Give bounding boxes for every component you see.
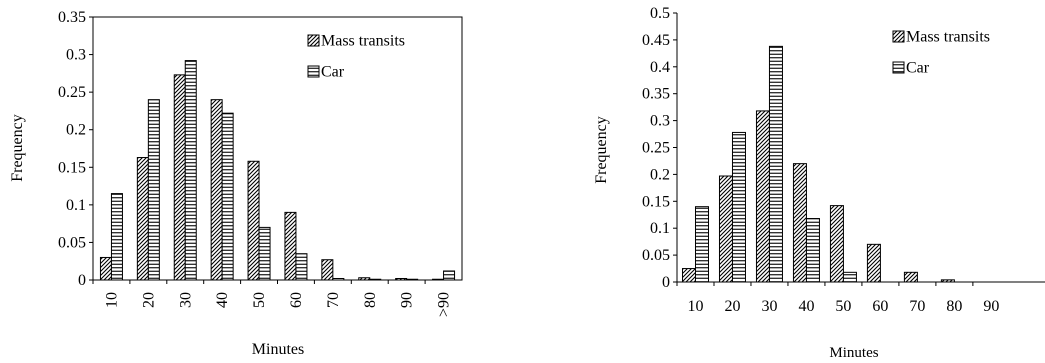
- chart-2-bar-car: [694, 206, 709, 283]
- chart-2-bar-mass-transits: [718, 175, 733, 283]
- chart-2-bar-mass-transits: [940, 279, 955, 283]
- chart-1-y-axis-label: Frequency: [9, 114, 26, 182]
- chart-2-x-tick-label: 10: [687, 298, 703, 315]
- chart-2-legend-label-mass-transits: Mass transits: [906, 29, 990, 46]
- chart-2-x-tick-label: 70: [909, 298, 925, 315]
- chart-2-x-axis-label: Minutes: [829, 345, 878, 361]
- chart-1-bar-car: [406, 278, 419, 281]
- chart-2-bar-mass-transits: [755, 110, 770, 283]
- chart-1-bar-mass-transits: [173, 74, 186, 281]
- chart-1-y-tick-label: 0.05: [58, 234, 86, 251]
- chart-2-x-tick-label: 30: [761, 298, 777, 315]
- chart-2-y-tick-label: 0.2: [650, 166, 670, 183]
- chart-2-y-tick-label: 0.4: [650, 59, 670, 76]
- chart-2-x-tick-label: 60: [872, 298, 888, 315]
- chart-2-y-tick-label: 0.05: [642, 247, 670, 264]
- chart-1-x-tick-label: 10: [103, 292, 120, 308]
- chart-1-legend-swatch-mass-transits: [307, 34, 320, 47]
- chart-1-bar-mass-transits: [99, 256, 112, 281]
- chart-2-x-tick-label: 20: [724, 298, 740, 315]
- chart-1-bar-mass-transits: [136, 157, 149, 281]
- chart-1-y-tick-label: 0.2: [66, 122, 86, 139]
- chart-2-x-tick-label: 50: [835, 298, 851, 315]
- chart-2-x-tick-label: 80: [946, 298, 962, 315]
- chart-2-bar-car: [805, 218, 820, 283]
- chart-2-bar-mass-transits: [792, 163, 807, 283]
- chart-1-y-tick-label: 0.15: [58, 159, 86, 176]
- chart-1-x-tick-label: >90: [436, 292, 453, 317]
- chart-2-x-tick-label: 40: [798, 298, 814, 315]
- chart-1-x-tick-label: 80: [362, 292, 379, 308]
- chart-2-y-axis-label: Frequency: [593, 116, 610, 184]
- chart-1-bar-mass-transits: [284, 211, 297, 281]
- chart-2-bar-mass-transits: [681, 268, 696, 283]
- chart-1-y-tick-label: 0.3: [66, 47, 86, 64]
- chart-1-x-tick-label: 20: [140, 292, 157, 308]
- chart-2-bar-mass-transits: [866, 243, 881, 283]
- chart-1-legend-label-car: Car: [321, 64, 345, 81]
- chart-2: Frequency Minutes Mass transits Car 0 0.0…: [593, 5, 1045, 361]
- chart-1-x-tick-label: 90: [399, 292, 416, 308]
- chart-2-y-tick-label: 0.15: [642, 193, 670, 210]
- chart-2-legend-swatch-mass-transits: [892, 30, 905, 43]
- chart-1-x-tick-label: 30: [177, 292, 194, 308]
- chart-2-bar-car: [842, 271, 857, 283]
- chart-1-bar-car: [295, 253, 308, 281]
- chart-1-legend-label-mass-transits: Mass transits: [321, 33, 405, 50]
- chart-1-y-tick-label: 0.35: [58, 9, 86, 26]
- chart-2-y-tick-label: 0.25: [642, 140, 670, 157]
- chart-1-bar-car: [221, 112, 234, 281]
- chart-2-y-tick-label: 0.5: [650, 5, 670, 22]
- chart-1-bar-car: [184, 60, 197, 281]
- chart-2-y-tick-label: 0.3: [650, 113, 670, 130]
- chart-1-bar-car: [332, 277, 345, 281]
- chart-2-bar-mass-transits: [829, 205, 844, 283]
- chart-1-x-tick-label: 60: [288, 292, 305, 308]
- chart-1-bar-mass-transits: [321, 259, 334, 281]
- chart-2-legend: Mass transits Car: [892, 29, 990, 77]
- chart-1-bar-mass-transits: [247, 160, 260, 281]
- chart-2-bar-mass-transits: [903, 271, 918, 283]
- chart-1-x-tick-label: 50: [251, 292, 268, 308]
- chart-1-y-tick-label: 0.1: [66, 197, 86, 214]
- chart-2-legend-swatch-car: [892, 61, 905, 74]
- chart-1-bar-car: [110, 193, 123, 281]
- chart-2-bar-car: [768, 45, 783, 283]
- chart-1-x-tick-label: 40: [214, 292, 231, 308]
- chart-1-bar-mass-transits: [358, 277, 371, 281]
- chart-2-bar-car: [731, 131, 746, 283]
- chart-2-y-tick-label: 0: [662, 274, 670, 291]
- chart-1: Frequency Minutes Mass transits Car 0 0.0…: [9, 9, 463, 358]
- chart-1-bar-car: [369, 278, 382, 281]
- chart-1-y-tick-label: 0: [78, 272, 86, 289]
- chart-2-y-tick-label: 0.1: [650, 220, 670, 237]
- chart-2-x-tick-label: 90: [983, 298, 999, 315]
- chart-1-bar-mass-transits: [432, 278, 445, 281]
- chart-2-y-tick-label: 0.35: [642, 86, 670, 103]
- chart-1-legend: Mass transits Car: [307, 33, 405, 81]
- chart-1-bar-mass-transits: [395, 277, 408, 281]
- chart-1-bar-car: [147, 99, 160, 281]
- chart-2-legend-label-car: Car: [906, 60, 930, 77]
- chart-1-x-axis-label: Minutes: [252, 341, 304, 358]
- chart-1-y-tick-label: 0.25: [58, 84, 86, 101]
- chart-2-y-tick-label: 0.45: [642, 32, 670, 49]
- chart-1-bar-car: [258, 226, 271, 281]
- chart-1-bar-car: [443, 270, 456, 281]
- chart-1-bar-mass-transits: [210, 99, 223, 281]
- chart-1-legend-swatch-car: [307, 65, 320, 78]
- chart-1-x-tick-label: 70: [325, 292, 342, 308]
